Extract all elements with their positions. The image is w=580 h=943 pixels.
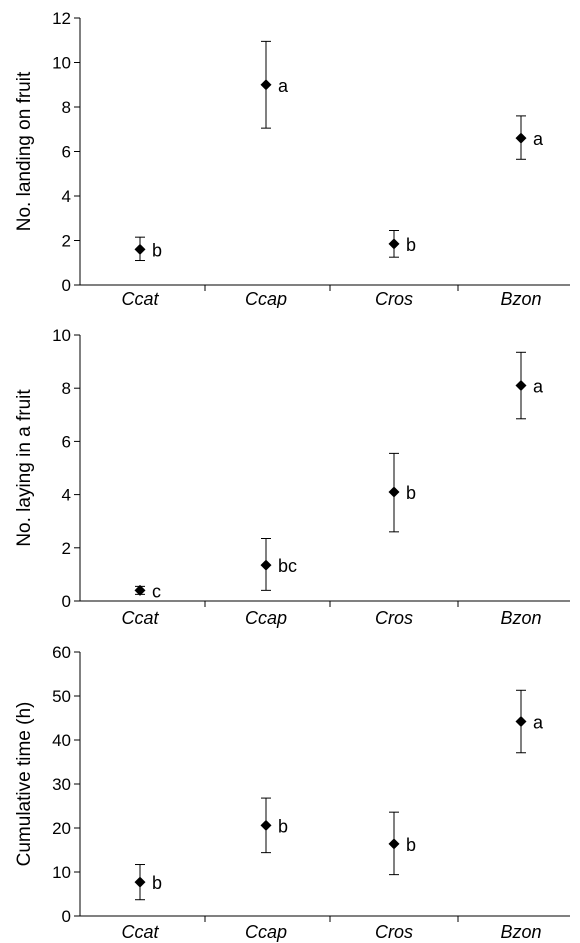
data-point (260, 559, 272, 571)
y-tick-label: 8 (62, 98, 71, 117)
x-category-label: Ccat (121, 289, 159, 308)
significance-label: b (406, 835, 416, 855)
y-tick-label: 50 (52, 687, 71, 706)
data-point (260, 819, 272, 831)
x-category-label: Ccap (245, 922, 287, 942)
y-tick-label: 0 (62, 592, 71, 611)
landing-panel: 0 2 4 6 8 10 12 Ccat Ccap Cros Bzon No. landing on … (14, 9, 570, 308)
laying-panel: 0 2 4 6 8 10 Ccat Ccap Cros Bzon No. laying in a f… (14, 326, 570, 628)
y-tick-label: 4 (62, 187, 71, 206)
significance-label: bc (278, 556, 297, 576)
y-tick-label: 30 (52, 775, 71, 794)
y-tick-label: 2 (62, 539, 71, 558)
x-category-label: Bzon (500, 289, 541, 308)
x-category-label: Ccap (245, 608, 287, 628)
significance-label: c (152, 581, 161, 601)
x-category-label: Cros (375, 922, 413, 942)
y-tick-label: 0 (62, 276, 71, 295)
y-tick-label: 20 (52, 819, 71, 838)
y-tick-label: 4 (62, 486, 71, 505)
data-point (388, 486, 400, 498)
x-category-label: Bzon (500, 608, 541, 628)
cumulative-time-panel: 0 10 20 30 40 50 60 Ccat Ccap Cros Bzon Cumulative … (14, 643, 570, 942)
significance-label: b (406, 235, 416, 255)
significance-label: a (533, 713, 544, 733)
significance-label: a (278, 76, 289, 96)
y-tick-label: 40 (52, 731, 71, 750)
y-tick-label: 10 (52, 54, 71, 73)
data-point (134, 876, 146, 888)
significance-label: a (533, 377, 544, 397)
data-point (515, 132, 527, 144)
y-tick-label: 2 (62, 232, 71, 251)
y-axis-title: No. landing on fruit (14, 71, 35, 231)
x-category-label: Bzon (500, 922, 541, 942)
data-point (515, 716, 527, 728)
y-tick-label: 8 (62, 379, 71, 398)
data-point (515, 380, 527, 392)
y-tick-label: 0 (62, 907, 71, 926)
x-category-label: Ccat (121, 922, 159, 942)
y-tick-label: 10 (52, 863, 71, 882)
x-category-label: Cros (375, 289, 413, 308)
y-axis-title: No. laying in a fruit (14, 389, 35, 547)
y-axis-title: Cumulative time (h) (14, 702, 35, 867)
significance-label: b (406, 483, 416, 503)
data-point (388, 238, 400, 250)
significance-label: a (533, 129, 544, 149)
data-point (134, 584, 146, 596)
data-point (260, 79, 272, 91)
data-point (134, 243, 146, 255)
x-category-label: Ccap (245, 289, 287, 308)
y-tick-label: 6 (62, 143, 71, 162)
y-tick-label: 12 (52, 9, 71, 28)
significance-label: b (152, 873, 162, 893)
x-category-label: Ccat (121, 608, 159, 628)
y-tick-label: 10 (52, 326, 71, 345)
y-tick-label: 6 (62, 432, 71, 451)
x-category-label: Cros (375, 608, 413, 628)
y-tick-label: 60 (52, 643, 71, 662)
data-point (388, 838, 400, 850)
significance-label: b (152, 240, 162, 260)
significance-label: b (278, 816, 288, 836)
